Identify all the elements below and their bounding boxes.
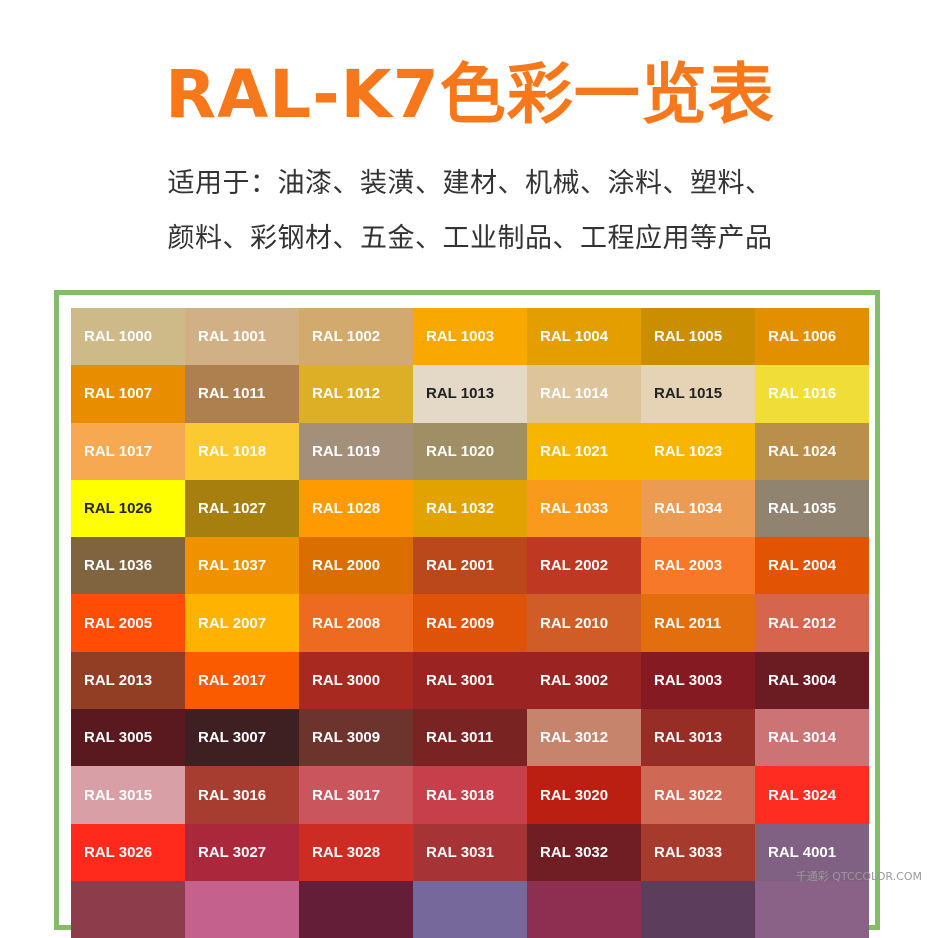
color-swatch: RAL 3027 (185, 823, 299, 881)
color-swatch: RAL 3009 (299, 709, 413, 767)
color-swatch: RAL 1017 (71, 422, 185, 480)
color-swatch: RAL 1028 (299, 479, 413, 538)
color-swatch: RAL 3001 (413, 651, 527, 710)
color-swatch: RAL 1027 (185, 479, 299, 538)
color-swatch: RAL 2002 (527, 537, 641, 595)
color-swatch: RAL 1006 (755, 308, 869, 366)
color-swatch: RAL 3012 (527, 709, 641, 767)
color-swatch: RAL 1015 (641, 365, 755, 423)
color-swatch: RAL 3020 (527, 766, 641, 824)
color-swatch: RAL 2010 (527, 594, 641, 652)
color-swatch: RAL 1014 (527, 365, 641, 423)
color-swatch: RAL 1024 (755, 422, 869, 480)
color-swatch: RAL 1016 (755, 365, 869, 423)
color-swatch: RAL 1020 (413, 422, 527, 480)
color-swatch: RAL 2008 (299, 594, 413, 652)
color-swatch: RAL 2000 (299, 537, 413, 595)
color-swatch: RAL 2001 (413, 537, 527, 595)
color-swatch: RAL 1019 (299, 422, 413, 480)
color-swatch: RAL 2011 (641, 594, 755, 652)
color-swatch: RAL 1037 (185, 537, 299, 595)
color-swatch: RAL 1034 (641, 479, 755, 538)
watermark: 千通彩 QTCCOLOR.COM (795, 870, 922, 883)
color-swatch: RAL 1023 (641, 422, 755, 480)
color-swatch: RAL 1033 (527, 479, 641, 538)
color-swatch: RAL 3004 (755, 651, 869, 710)
color-swatch: RAL 3033 (641, 823, 755, 881)
color-swatch: RAL 3032 (527, 823, 641, 881)
color-swatch: RAL 1026 (71, 479, 185, 538)
color-swatch: RAL 3024 (755, 766, 869, 824)
color-swatch: RAL 1035 (755, 479, 869, 538)
color-swatch: RAL 3018 (413, 766, 527, 824)
color-swatch: RAL 1005 (641, 308, 755, 366)
color-swatch: RAL 2004 (755, 537, 869, 595)
color-swatch: RAL 3013 (641, 709, 755, 767)
subtitle-line-1: 适用于：油漆、装潢、建材、机械、涂料、塑料、 (167, 168, 773, 199)
color-swatch (755, 880, 869, 938)
color-swatch: RAL 2007 (185, 594, 299, 652)
color-swatch-grid: RAL 1000 RAL 1001 RAL 1002 RAL 1003 RAL 1004… (71, 308, 869, 938)
color-swatch: RAL 3017 (299, 766, 413, 824)
color-swatch: RAL 3007 (185, 709, 299, 767)
color-swatch: RAL 3031 (413, 823, 527, 881)
color-swatch: RAL 1001 (185, 308, 299, 366)
color-swatch: RAL 3015 (71, 766, 185, 824)
color-swatch (413, 880, 527, 938)
color-swatch: RAL 1012 (299, 365, 413, 423)
color-swatch: RAL 1036 (71, 537, 185, 595)
color-swatch: RAL 3026 (71, 823, 185, 881)
color-swatch (185, 880, 299, 938)
color-swatch: RAL 3011 (413, 709, 527, 767)
color-swatch: RAL 3022 (641, 766, 755, 824)
color-swatch: RAL 1000 (71, 308, 185, 366)
color-swatch: RAL 2003 (641, 537, 755, 595)
color-swatch: RAL 3005 (71, 709, 185, 767)
color-swatch (641, 880, 755, 938)
color-swatch: RAL 2017 (185, 651, 299, 710)
color-swatch: RAL 1004 (527, 308, 641, 366)
color-swatch: RAL 1007 (71, 365, 185, 423)
color-swatch: RAL 2005 (71, 594, 185, 652)
color-swatch: RAL 2009 (413, 594, 527, 652)
color-swatch: RAL 1013 (413, 365, 527, 423)
color-swatch: RAL 1002 (299, 308, 413, 366)
color-swatch: RAL 1021 (527, 422, 641, 480)
color-swatch: RAL 1003 (413, 308, 527, 366)
color-swatch: RAL 3028 (299, 823, 413, 881)
color-swatch: RAL 1011 (185, 365, 299, 423)
color-swatch: RAL 3016 (185, 766, 299, 824)
color-swatch: RAL 4001 (755, 823, 869, 881)
color-swatch (527, 880, 641, 938)
color-swatch: RAL 2013 (71, 651, 185, 710)
color-swatch: RAL 1032 (413, 479, 527, 538)
page-title: RAL-K7色彩一览表 (165, 56, 775, 133)
subtitle-line-2: 颜料、彩钢材、五金、工业制品、工程应用等产品 (167, 223, 773, 254)
color-swatch (71, 880, 185, 938)
color-swatch: RAL 3003 (641, 651, 755, 710)
color-swatch: RAL 3002 (527, 651, 641, 710)
color-swatch (299, 880, 413, 938)
color-swatch: RAL 1018 (185, 422, 299, 480)
color-swatch: RAL 3000 (299, 651, 413, 710)
color-swatch: RAL 2012 (755, 594, 869, 652)
color-swatch: RAL 3014 (755, 709, 869, 767)
